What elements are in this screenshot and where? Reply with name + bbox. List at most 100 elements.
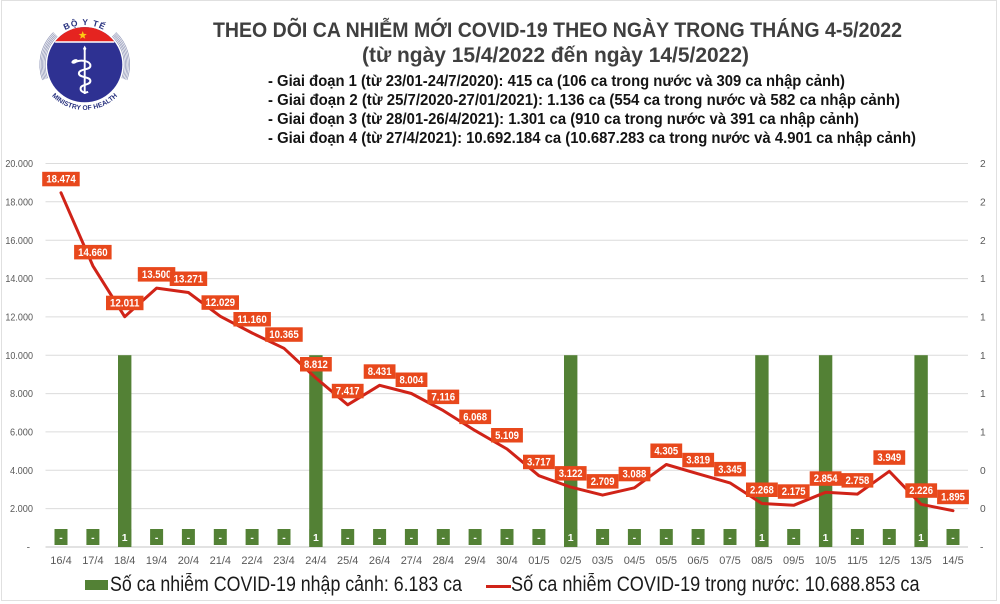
svg-text:1: 1 (980, 428, 986, 439)
svg-text:29/4: 29/4 (464, 555, 485, 567)
svg-text:2.854: 2.854 (814, 473, 838, 485)
svg-text:-: - (250, 532, 254, 544)
svg-text:1: 1 (759, 532, 765, 544)
svg-text:-: - (59, 532, 63, 544)
svg-text:13/5: 13/5 (910, 555, 931, 567)
svg-text:03/5: 03/5 (592, 555, 613, 567)
svg-text:2: 2 (980, 236, 986, 247)
svg-text:07/5: 07/5 (719, 555, 740, 567)
svg-text:12.029: 12.029 (206, 297, 236, 309)
svg-text:20.000: 20.000 (5, 159, 33, 170)
svg-text:2.226: 2.226 (909, 485, 933, 497)
svg-text:-: - (346, 532, 350, 544)
svg-text:BỘ Y TẾ: BỘ Y TẾ (62, 17, 108, 32)
svg-text:0: 0 (980, 466, 986, 477)
svg-text:18.000: 18.000 (5, 197, 33, 208)
svg-text:-: - (665, 532, 669, 544)
svg-text:-: - (91, 532, 95, 544)
svg-text:16/4: 16/4 (50, 555, 71, 567)
svg-text:-: - (442, 532, 446, 544)
svg-text:10.365: 10.365 (269, 329, 299, 341)
svg-text:8.004: 8.004 (400, 374, 424, 386)
svg-text:1: 1 (918, 532, 924, 544)
svg-text:8.000: 8.000 (10, 389, 33, 400)
svg-text:05/5: 05/5 (656, 555, 677, 567)
svg-text:09/5: 09/5 (783, 555, 804, 567)
svg-text:1: 1 (122, 532, 128, 544)
svg-text:0: 0 (980, 504, 986, 515)
svg-text:12.000: 12.000 (5, 313, 33, 324)
svg-text:01/5: 01/5 (528, 555, 549, 567)
svg-text:-: - (155, 532, 159, 544)
svg-text:14.000: 14.000 (5, 274, 33, 285)
svg-text:10.000: 10.000 (5, 351, 33, 362)
svg-text:7.116: 7.116 (431, 392, 455, 404)
svg-text:14/5: 14/5 (942, 555, 963, 567)
svg-text:8.431: 8.431 (368, 366, 392, 378)
svg-text:1: 1 (313, 532, 319, 544)
svg-text:18.474: 18.474 (46, 174, 76, 186)
svg-text:-: - (792, 532, 796, 544)
svg-text:5.109: 5.109 (495, 430, 519, 442)
svg-text:27/4: 27/4 (401, 555, 422, 567)
svg-text:-: - (980, 543, 983, 554)
svg-text:3.949: 3.949 (877, 452, 901, 464)
svg-text:12/5: 12/5 (879, 555, 900, 567)
svg-text:10/5: 10/5 (815, 555, 836, 567)
svg-text:1: 1 (980, 351, 986, 362)
svg-text:2.175: 2.175 (782, 486, 806, 498)
svg-text:-: - (219, 532, 223, 544)
svg-text:06/5: 06/5 (687, 555, 708, 567)
svg-text:18/4: 18/4 (114, 555, 135, 567)
svg-text:28/4: 28/4 (433, 555, 454, 567)
svg-text:-: - (27, 543, 30, 554)
svg-text:-: - (888, 532, 892, 544)
svg-text:-: - (856, 532, 860, 544)
svg-text:-: - (282, 532, 286, 544)
svg-text:21/4: 21/4 (210, 555, 231, 567)
svg-text:3.088: 3.088 (623, 469, 647, 481)
svg-text:25/4: 25/4 (337, 555, 358, 567)
svg-text:-: - (951, 532, 955, 544)
svg-text:04/5: 04/5 (624, 555, 645, 567)
svg-text:-: - (696, 532, 700, 544)
svg-text:14.660: 14.660 (78, 247, 108, 259)
svg-text:1: 1 (568, 532, 574, 544)
svg-text:1.895: 1.895 (941, 492, 965, 504)
svg-text:-: - (505, 532, 509, 544)
svg-text:8.812: 8.812 (304, 359, 328, 371)
svg-text:2.709: 2.709 (591, 476, 615, 488)
svg-text:1: 1 (980, 313, 986, 324)
svg-text:13.271: 13.271 (174, 273, 204, 285)
svg-text:7.417: 7.417 (336, 386, 360, 398)
svg-text:02/5: 02/5 (560, 555, 581, 567)
svg-text:1: 1 (980, 274, 986, 285)
svg-text:6.068: 6.068 (463, 412, 487, 424)
svg-text:3.819: 3.819 (686, 455, 710, 467)
svg-text:-: - (378, 532, 382, 544)
svg-text:4.305: 4.305 (654, 445, 678, 457)
svg-text:26/4: 26/4 (369, 555, 390, 567)
svg-text:2: 2 (980, 197, 986, 208)
svg-text:-: - (728, 532, 732, 544)
svg-text:17/4: 17/4 (82, 555, 103, 567)
svg-text:2.758: 2.758 (846, 475, 870, 487)
svg-text:-: - (633, 532, 637, 544)
svg-text:20/4: 20/4 (178, 555, 199, 567)
svg-text:19/4: 19/4 (146, 555, 167, 567)
svg-text:2.268: 2.268 (750, 484, 774, 496)
svg-text:2: 2 (980, 159, 986, 170)
svg-text:13.500: 13.500 (142, 269, 172, 281)
svg-text:11/5: 11/5 (847, 555, 868, 567)
svg-text:22/4: 22/4 (241, 555, 262, 567)
svg-text:3.122: 3.122 (559, 468, 583, 480)
svg-text:08/5: 08/5 (751, 555, 772, 567)
svg-text:-: - (473, 532, 477, 544)
svg-text:1: 1 (980, 389, 986, 400)
svg-text:-: - (410, 532, 414, 544)
svg-text:23/4: 23/4 (273, 555, 294, 567)
svg-text:30/4: 30/4 (496, 555, 517, 567)
svg-text:1: 1 (823, 532, 829, 544)
svg-text:16.000: 16.000 (5, 236, 33, 247)
svg-text:11.160: 11.160 (237, 314, 267, 326)
